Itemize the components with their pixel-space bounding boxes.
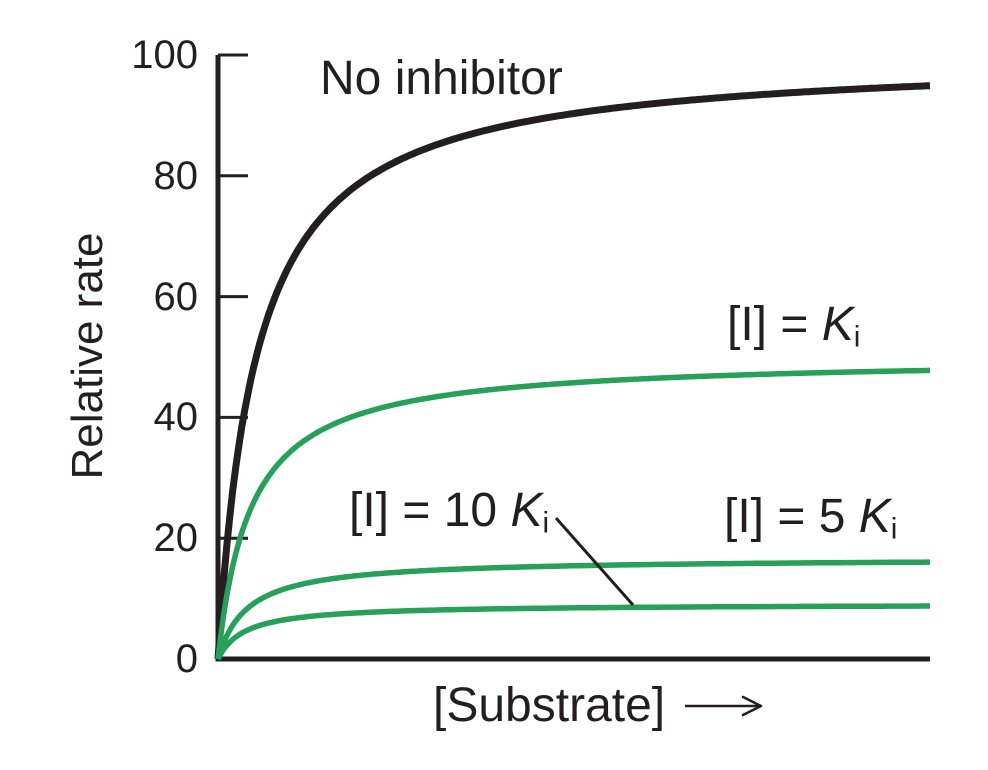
ki5-label-prefix: [I] = xyxy=(724,490,819,543)
ki5-label-coef: 5 xyxy=(818,490,859,543)
no-inhibitor-curve-label: No inhibitor xyxy=(320,52,563,105)
y-axis-title: Relative rate xyxy=(63,232,112,480)
y-tick-label: 100 xyxy=(131,33,198,77)
y-tick-label: 20 xyxy=(153,516,199,561)
y-tick-label: 60 xyxy=(153,274,199,319)
ki-label-prefix: [I] = xyxy=(727,298,822,351)
ki5-label-subscript: i xyxy=(890,512,898,546)
curve-i-10-ki xyxy=(215,603,930,661)
right-arrow-icon xyxy=(685,695,763,716)
ki-curve-label: [I] = Ki xyxy=(727,298,860,352)
ki10-label-leader-line xyxy=(554,517,635,606)
ki-label-symbol: K xyxy=(821,298,854,351)
x-axis-title: [Substrate] xyxy=(433,678,767,733)
ki10-curve-label: [I] = 10 Ki xyxy=(349,484,549,538)
ki10-label-symbol: K xyxy=(510,484,543,537)
y-tick-label: 80 xyxy=(153,153,199,198)
curve-i-5-ki xyxy=(215,559,930,660)
ki-label-subscript: i xyxy=(853,320,861,354)
ki5-curve-label: [I] = 5 Ki xyxy=(724,490,897,544)
ki5-label-symbol: K xyxy=(858,490,891,543)
y-tick-label: 0 xyxy=(175,637,198,681)
y-tick-label: 40 xyxy=(153,395,199,440)
ki10-label-prefix: [I] = xyxy=(349,484,444,537)
curve-no-inhibitor xyxy=(214,82,931,660)
x-axis-title-text: [Substrate] xyxy=(433,679,666,732)
ki10-label-subscript: i xyxy=(542,506,550,540)
ki10-label-coef: 10 xyxy=(443,484,511,537)
curve-i-ki xyxy=(215,367,931,660)
